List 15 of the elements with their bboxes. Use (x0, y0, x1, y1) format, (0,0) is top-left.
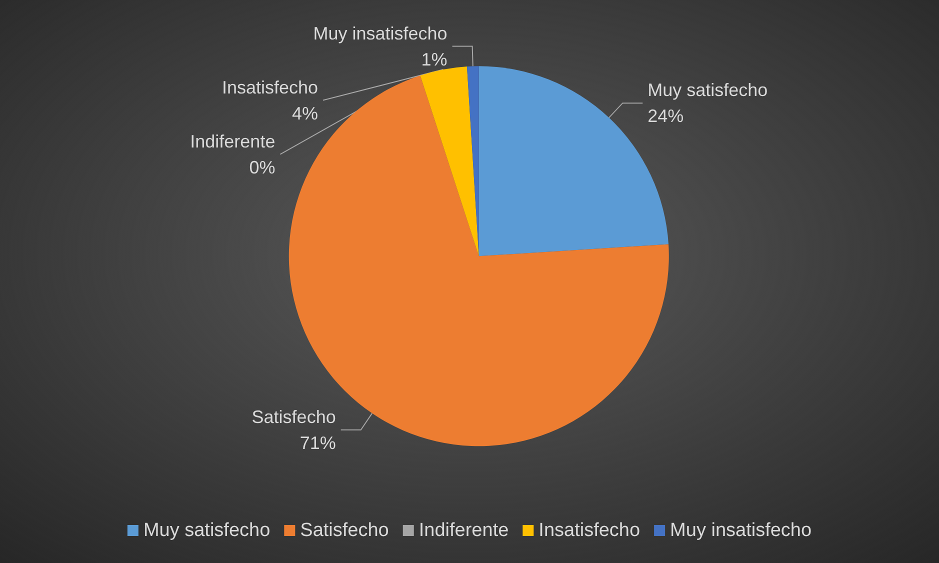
slice-label: Insatisfecho (222, 77, 318, 98)
data-label: 71% (300, 432, 336, 453)
legend-label: Muy insatisfecho (670, 520, 812, 541)
slice-label: Muy satisfecho (648, 80, 768, 100)
data-label: 24% (648, 106, 684, 126)
slice-label: Muy insatisfecho (313, 23, 448, 44)
data-label: 4% (292, 103, 318, 124)
data-label: 1% (421, 49, 448, 70)
category-label: Indiferente (190, 131, 276, 152)
legend-label: Muy satisfecho (143, 520, 270, 541)
legend-label: Indiferente (418, 520, 509, 541)
legend-label: Insatisfecho (538, 520, 640, 541)
legend-label: Satisfecho (300, 520, 389, 541)
slice-label: Satisfecho (252, 406, 336, 427)
text: 0% (249, 157, 276, 178)
